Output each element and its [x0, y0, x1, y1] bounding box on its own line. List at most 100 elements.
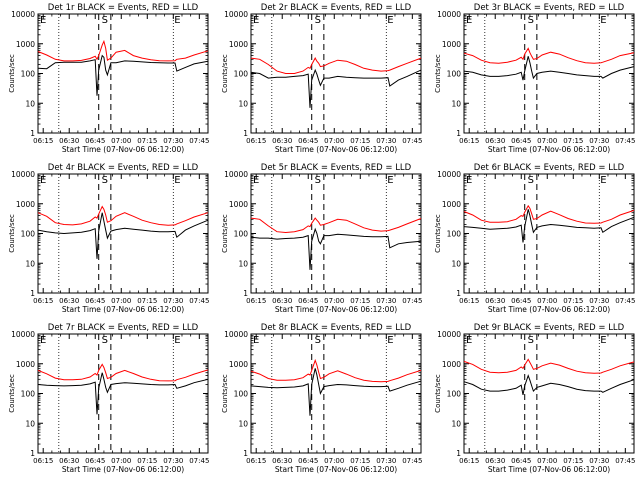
- y-tick-label: 100: [21, 390, 36, 399]
- x-tick-label: 06:45: [85, 457, 105, 465]
- y-tick-label: 100: [21, 70, 36, 79]
- e-marker-label-end: E: [174, 175, 180, 186]
- x-axis-label: Start Time (07-Nov-06 06:12:00): [488, 305, 610, 314]
- x-tick-label: 07:30: [163, 137, 183, 145]
- panel-title: Det 8r BLACK = Events, RED = LLD: [261, 323, 412, 333]
- x-tick-label: 07:15: [350, 137, 370, 145]
- series-events-line: [463, 209, 635, 243]
- panel-title: Det 1r BLACK = Events, RED = LLD: [48, 3, 199, 13]
- e-marker-label-start: E: [253, 15, 259, 26]
- y-tick-label: 1000: [16, 360, 35, 369]
- panel-det-6: Det 6r BLACK = Events, RED = LLD 1 10 100 10…: [434, 163, 635, 314]
- x-tick-label: 06:15: [33, 137, 53, 145]
- y-axis-label: Counts/sec: [434, 214, 442, 253]
- s-marker-label: S: [528, 175, 534, 186]
- x-tick-label: 07:45: [615, 137, 635, 145]
- e-marker-label-end: E: [387, 15, 393, 26]
- panel-det-2: Det 2r BLACK = Events, RED = LLD 1 10 100 10…: [221, 3, 422, 154]
- x-tick-label: 06:45: [511, 137, 531, 145]
- y-axis-label: Counts/sec: [434, 54, 442, 93]
- panel-det-9: Det 9r BLACK = Events, RED = LLD 1 10 100 10…: [434, 323, 635, 474]
- y-tick-label: 10: [451, 99, 461, 108]
- y-tick-label: 1: [243, 289, 248, 298]
- y-tick-label: 1000: [229, 200, 248, 209]
- y-tick-label: 100: [234, 390, 249, 399]
- x-tick-label: 06:30: [59, 137, 79, 145]
- y-tick-label: 1000: [16, 200, 35, 209]
- x-tick-label: 07:45: [402, 137, 422, 145]
- y-tick-label: 1: [243, 449, 248, 458]
- x-tick-label: 06:30: [272, 297, 292, 305]
- y-axis-label: Counts/sec: [221, 54, 229, 93]
- panel-det-8: Det 8r BLACK = Events, RED = LLD 1 10 100 10…: [221, 323, 422, 474]
- series-events-line: [250, 68, 422, 108]
- x-tick-label: 07:15: [137, 297, 157, 305]
- s-marker-label: S: [102, 175, 108, 186]
- x-tick-label: 07:30: [376, 137, 396, 145]
- y-tick-label: 10: [451, 419, 461, 428]
- x-tick-label: 07:15: [350, 457, 370, 465]
- x-tick-label: 06:30: [59, 297, 79, 305]
- y-tick-label: 100: [447, 70, 462, 79]
- panel-title: Det 7r BLACK = Events, RED = LLD: [48, 323, 199, 333]
- panel-det-4: Det 4r BLACK = Events, RED = LLD 1 10 100 10…: [8, 163, 209, 314]
- series-events-line: [250, 368, 422, 416]
- x-tick-label: 06:30: [272, 457, 292, 465]
- series-lld-line: [250, 217, 422, 234]
- e-marker-label-end: E: [174, 15, 180, 26]
- series-lld-line: [250, 57, 422, 74]
- plot-frame: [250, 173, 422, 294]
- x-tick-label: 06:30: [59, 457, 79, 465]
- panel-det-5: Det 5r BLACK = Events, RED = LLD 1 10 100 10…: [221, 163, 422, 314]
- x-tick-label: 07:45: [402, 297, 422, 305]
- y-tick-label: 10000: [437, 170, 461, 179]
- x-tick-label: 06:15: [33, 297, 53, 305]
- y-tick-label: 10000: [11, 10, 35, 19]
- x-axis-label: Start Time (07-Nov-06 06:12:00): [62, 465, 184, 474]
- panel-title: Det 6r BLACK = Events, RED = LLD: [474, 163, 625, 173]
- e-marker-label-end: E: [600, 335, 606, 346]
- plot-frame: [463, 13, 635, 134]
- plot-frame: [463, 173, 635, 294]
- x-tick-label: 06:15: [33, 457, 53, 465]
- x-tick-label: 07:45: [189, 137, 209, 145]
- x-axis-label: Start Time (07-Nov-06 06:12:00): [62, 145, 184, 154]
- x-tick-label: 07:45: [402, 457, 422, 465]
- y-tick-label: 10000: [11, 330, 35, 339]
- series-events-line: [37, 212, 209, 259]
- s-marker-label: S: [102, 335, 108, 346]
- e-marker-label-start: E: [466, 15, 472, 26]
- plot-frame: [463, 333, 635, 454]
- x-axis-label: Start Time (07-Nov-06 06:12:00): [488, 465, 610, 474]
- x-tick-label: 07:15: [563, 457, 583, 465]
- series-events-line: [463, 56, 635, 81]
- x-tick-label: 06:45: [298, 457, 318, 465]
- x-tick-label: 06:15: [246, 137, 266, 145]
- series-events-line: [37, 372, 209, 415]
- y-tick-label: 10000: [224, 330, 248, 339]
- y-tick-label: 1000: [442, 360, 461, 369]
- x-axis-label: Start Time (07-Nov-06 06:12:00): [62, 305, 184, 314]
- series-lld-line: [463, 47, 635, 64]
- s-marker-label: S: [528, 335, 534, 346]
- panel-title: Det 2r BLACK = Events, RED = LLD: [261, 3, 412, 13]
- series-lld-line: [250, 358, 422, 383]
- panel-title: Det 9r BLACK = Events, RED = LLD: [474, 323, 625, 333]
- x-tick-label: 07:15: [137, 137, 157, 145]
- x-tick-label: 06:45: [511, 297, 531, 305]
- y-tick-label: 10: [25, 99, 35, 108]
- x-tick-label: 06:45: [85, 137, 105, 145]
- y-tick-label: 10: [238, 419, 248, 428]
- plot-frame: [250, 13, 422, 134]
- y-axis-label: Counts/sec: [221, 214, 229, 253]
- x-axis-label: Start Time (07-Nov-06 06:12:00): [488, 145, 610, 154]
- y-tick-label: 100: [447, 390, 462, 399]
- x-tick-label: 06:15: [459, 297, 479, 305]
- x-tick-label: 06:30: [485, 137, 505, 145]
- x-tick-label: 07:15: [563, 137, 583, 145]
- s-marker-label: S: [102, 15, 108, 26]
- y-tick-label: 100: [21, 230, 36, 239]
- y-tick-label: 100: [447, 230, 462, 239]
- panel-det-1: Det 1r BLACK = Events, RED = LLD 1 10 100 10…: [8, 3, 209, 154]
- x-tick-label: 07:30: [163, 297, 183, 305]
